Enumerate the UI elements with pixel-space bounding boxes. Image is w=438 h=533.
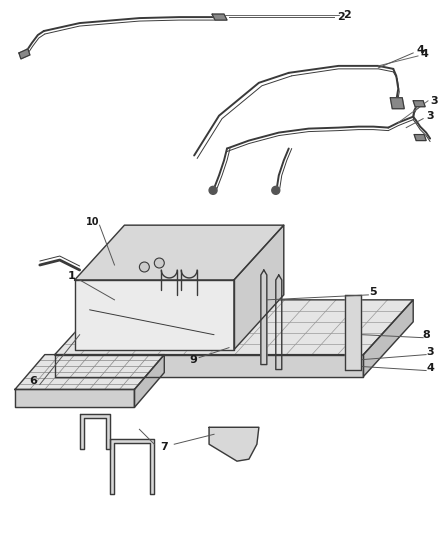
Polygon shape	[110, 439, 154, 494]
Text: 3: 3	[430, 96, 438, 106]
Text: 4: 4	[420, 49, 428, 59]
Text: 2: 2	[337, 12, 344, 22]
Text: 3: 3	[426, 111, 434, 120]
Polygon shape	[414, 134, 426, 141]
Text: 10: 10	[86, 217, 99, 227]
Polygon shape	[15, 354, 164, 390]
Circle shape	[154, 258, 164, 268]
Polygon shape	[234, 225, 284, 350]
Polygon shape	[15, 390, 134, 407]
Polygon shape	[413, 101, 425, 107]
Circle shape	[139, 262, 149, 272]
Text: 6: 6	[29, 376, 37, 386]
Polygon shape	[261, 270, 267, 365]
Text: 8: 8	[422, 330, 430, 340]
Text: 7: 7	[160, 442, 168, 452]
Text: 9: 9	[189, 354, 197, 365]
Polygon shape	[364, 300, 413, 376]
Text: 3: 3	[426, 346, 434, 357]
Text: 5: 5	[370, 287, 377, 297]
Polygon shape	[74, 280, 234, 350]
Text: 4: 4	[426, 362, 434, 373]
Polygon shape	[390, 98, 404, 109]
Text: 4: 4	[416, 45, 424, 55]
Polygon shape	[74, 225, 284, 280]
Polygon shape	[134, 354, 164, 407]
Polygon shape	[19, 49, 30, 59]
Circle shape	[209, 187, 217, 195]
Text: 1: 1	[68, 271, 76, 281]
Polygon shape	[212, 14, 227, 20]
Polygon shape	[55, 300, 413, 354]
Text: 2: 2	[343, 10, 351, 20]
Circle shape	[272, 187, 280, 195]
Polygon shape	[209, 427, 259, 461]
Polygon shape	[55, 354, 364, 376]
Polygon shape	[80, 414, 110, 449]
Polygon shape	[346, 295, 361, 369]
